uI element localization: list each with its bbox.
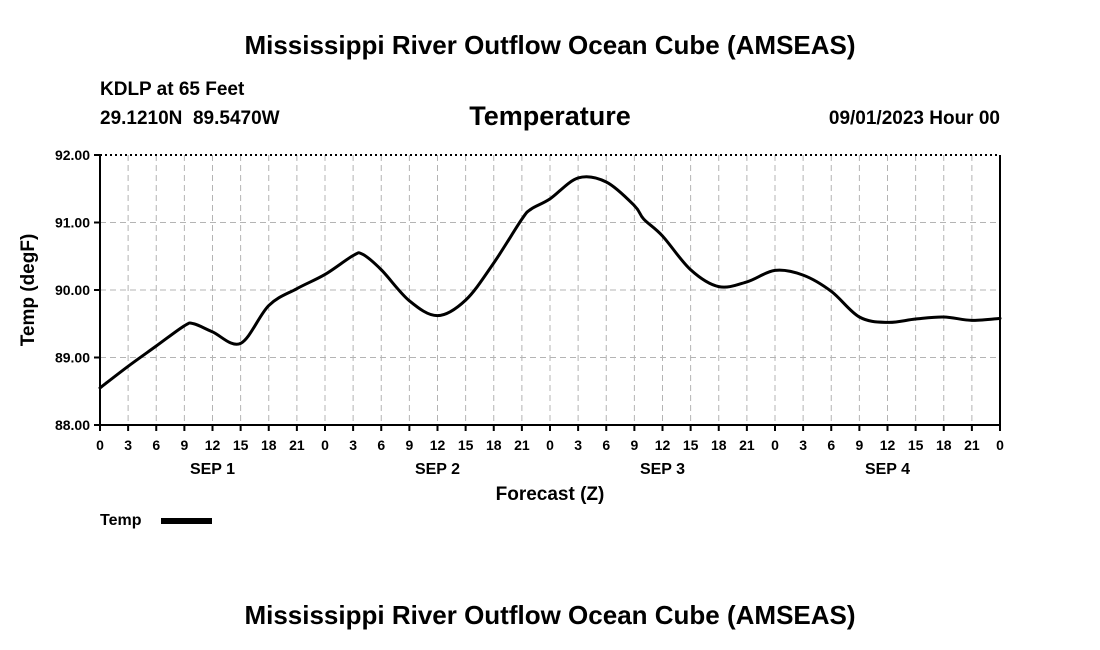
x-axis-label: Forecast (Z): [496, 484, 605, 505]
x-tick-label: 9: [855, 437, 863, 453]
y-axis-label: Temp (degF): [18, 234, 39, 347]
x-tick-label: 12: [880, 437, 896, 453]
chart-title: Mississippi River Outflow Ocean Cube (AM…: [244, 30, 855, 60]
footer-title: Mississippi River Outflow Ocean Cube (AM…: [244, 600, 855, 630]
x-tick-label: 9: [180, 437, 188, 453]
x-tick-label: 12: [655, 437, 671, 453]
x-tick-label: 6: [602, 437, 610, 453]
x-tick-label: 6: [377, 437, 385, 453]
day-label: SEP 3: [640, 461, 685, 478]
y-tick-label: 88.00: [55, 417, 90, 433]
coordinates-label: 29.1210N 89.5470W: [100, 108, 280, 129]
plot-area: 88.00 89.00 90.00 91.00 92.00 0 3 6 9 12 15 18 21 0 3 6…: [55, 147, 1004, 478]
temp-series-line: [98, 175, 1002, 390]
x-tick-label: 21: [289, 437, 305, 453]
day-label: SEP 1: [190, 461, 235, 478]
y-tick-label: 90.00: [55, 282, 90, 298]
x-tick-label: 3: [799, 437, 807, 453]
x-tick-label: 12: [430, 437, 446, 453]
x-tick-label: 21: [739, 437, 755, 453]
x-tick-label: 0: [96, 437, 104, 453]
x-tick-label: 6: [827, 437, 835, 453]
day-label: SEP 2: [415, 461, 460, 478]
x-tick-label: 3: [574, 437, 582, 453]
x-tick-label: 3: [349, 437, 357, 453]
x-tick-label: 18: [711, 437, 727, 453]
x-tick-label: 18: [486, 437, 502, 453]
x-tick-label: 9: [630, 437, 638, 453]
x-tick-label: 0: [321, 437, 329, 453]
x-tick-label: 3: [124, 437, 132, 453]
x-tick-label: 0: [771, 437, 779, 453]
legend-label: Temp: [100, 512, 142, 529]
x-tick-label: 21: [514, 437, 530, 453]
x-tick-label: 18: [261, 437, 277, 453]
day-label: SEP 4: [865, 461, 910, 478]
x-tick-label: 15: [458, 437, 474, 453]
y-tick-label: 89.00: [55, 350, 90, 366]
x-tick-label: 21: [964, 437, 980, 453]
parameter-title: Temperature: [469, 101, 631, 131]
y-tick-label: 92.00: [55, 147, 90, 163]
x-tick-label: 6: [152, 437, 160, 453]
station-label: KDLP at 65 Feet: [100, 79, 245, 100]
datetime-label: 09/01/2023 Hour 00: [829, 108, 1000, 129]
y-tick-label: 91.00: [55, 215, 90, 231]
x-tick-label: 18: [936, 437, 952, 453]
x-tick-label: 9: [405, 437, 413, 453]
x-tick-label: 0: [546, 437, 554, 453]
x-tick-label: 0: [996, 437, 1004, 453]
x-tick-label: 12: [205, 437, 221, 453]
x-tick-label: 15: [233, 437, 249, 453]
x-tick-label: 15: [908, 437, 924, 453]
x-tick-label: 15: [683, 437, 699, 453]
